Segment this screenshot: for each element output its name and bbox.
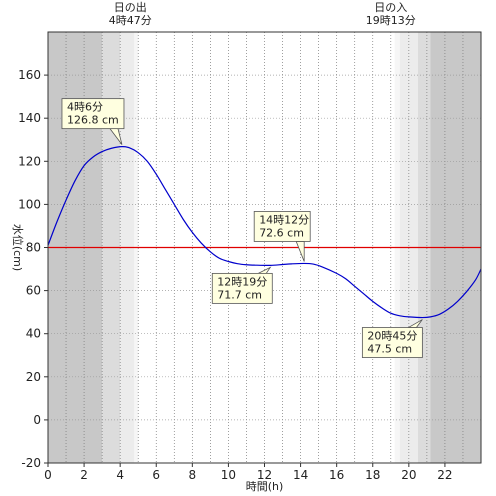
x-tick-label-22: 22 xyxy=(437,468,452,482)
annotation-time-3: 20時45分 xyxy=(367,330,417,343)
y-tick-label-0: 0 xyxy=(33,413,41,427)
x-axis-title: 時間(h) xyxy=(246,480,284,493)
y-tick-label-40: 40 xyxy=(26,327,41,341)
x-tick-label-12: 12 xyxy=(257,468,272,482)
axes: 0 2 4 6 8 10 12 14 16 18 20 22-20020406080100120140… xyxy=(18,31,482,482)
y-tick-label-100: 100 xyxy=(18,197,41,211)
series-group xyxy=(47,146,482,319)
y-tick-label-120: 120 xyxy=(18,154,41,168)
x-tick-label-16: 16 xyxy=(329,468,344,482)
x-tick-label-18: 18 xyxy=(365,468,380,482)
x-tick-label-4: 4 xyxy=(116,468,124,482)
x-tick-label-0: 0 xyxy=(44,468,52,482)
sunrise-label: 日の出 xyxy=(114,0,147,14)
sunrise-time: 4時47分 xyxy=(109,14,152,27)
y-tick-label-160: 160 xyxy=(18,68,41,82)
y-tick-label-80: 80 xyxy=(26,241,41,255)
annotation-time-0: 4時6分 xyxy=(67,101,103,114)
x-tick-label-10: 10 xyxy=(221,468,236,482)
annotation-time-2: 12時19分 xyxy=(217,275,267,288)
x-tick-label-6: 6 xyxy=(152,468,160,482)
sunset-time: 19時13分 xyxy=(366,14,416,27)
x-tick-label-2: 2 xyxy=(80,468,88,482)
y-axis-title: 水位(cm) xyxy=(11,224,25,271)
series-line-0 xyxy=(47,146,482,319)
x-tick-label-14: 14 xyxy=(293,468,308,482)
y-tick-label--20: -20 xyxy=(21,456,41,470)
y-tick-label-140: 140 xyxy=(18,111,41,125)
x-tick-label-8: 8 xyxy=(189,468,197,482)
annotation-value-3: 47.5 cm xyxy=(367,343,412,356)
annotation-box-1 xyxy=(253,211,311,242)
y-tick-label-20: 20 xyxy=(26,370,41,384)
annotation-value-2: 71.7 cm xyxy=(217,288,262,301)
annotation-box-2 xyxy=(211,272,273,304)
annotation-box-0 xyxy=(61,98,125,130)
annotation-value-0: 126.8 cm xyxy=(67,114,119,127)
annotation-time-1: 14時12分 xyxy=(259,213,309,226)
grid xyxy=(48,32,481,463)
annotation-value-1: 72.6 cm xyxy=(259,226,304,239)
sunset-label: 日の入 xyxy=(374,1,407,14)
x-tick-label-20: 20 xyxy=(401,468,416,482)
y-tick-label-60: 60 xyxy=(26,284,41,298)
annotation-box-3 xyxy=(361,327,423,358)
